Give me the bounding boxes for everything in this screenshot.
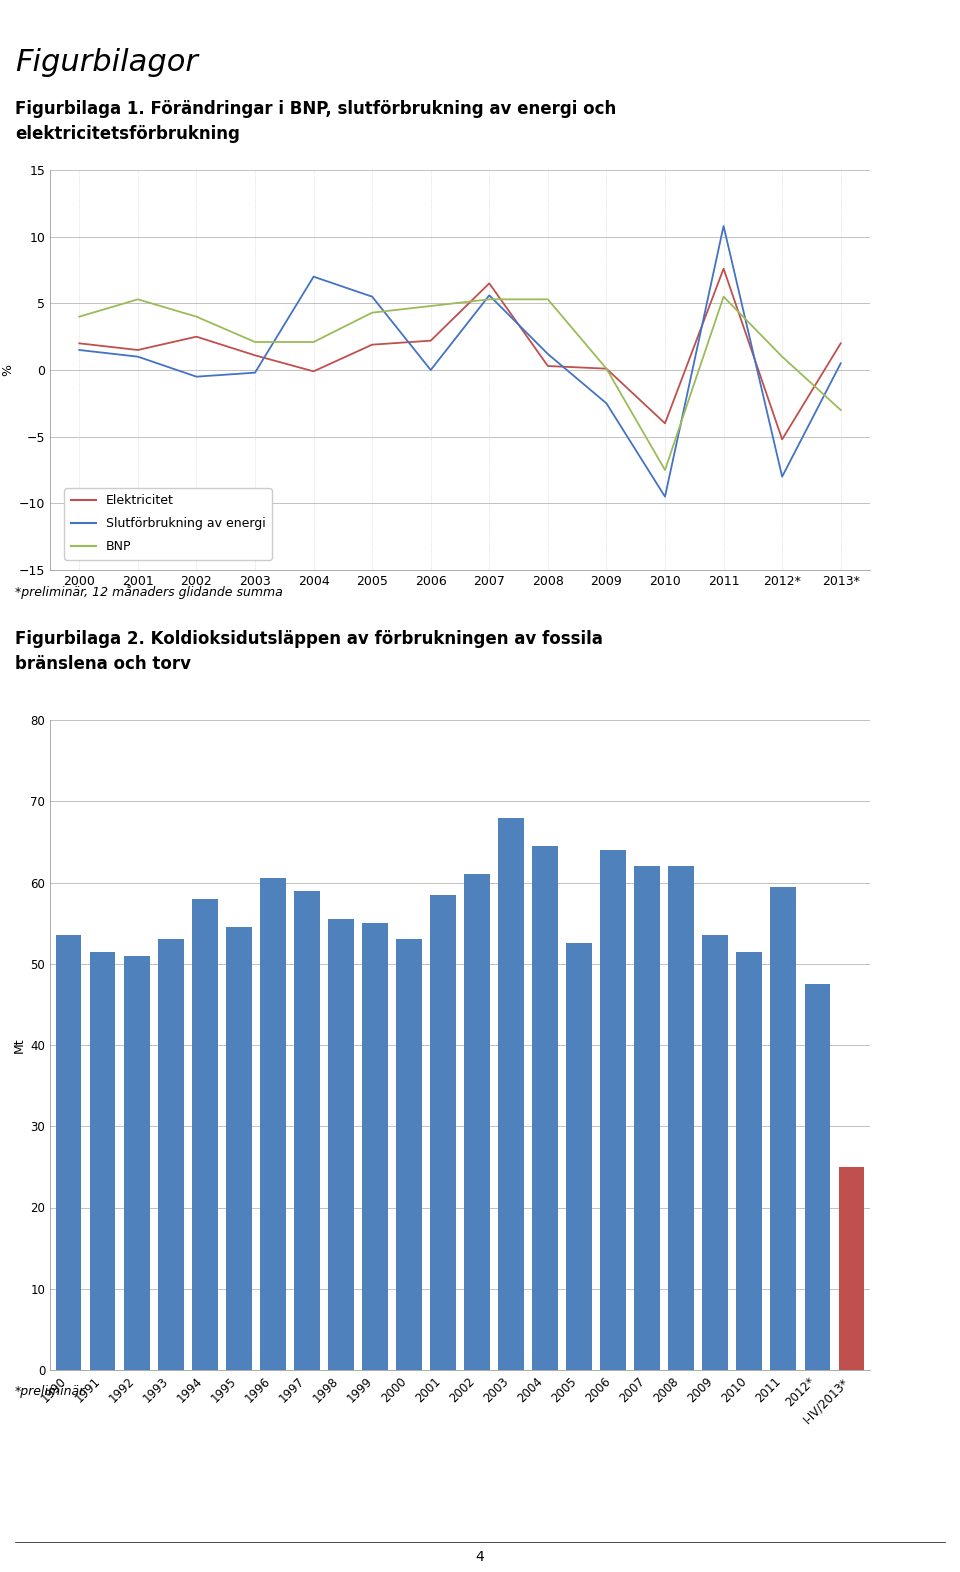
Text: *preliminär, 12 månaders glidande summa: *preliminär, 12 månaders glidande summa <box>15 585 283 599</box>
Bar <box>430 894 456 1371</box>
Bar <box>124 956 150 1371</box>
Bar <box>362 923 388 1371</box>
Bar <box>226 927 252 1371</box>
Text: Figurbilaga 1. Förändringar i BNP, slutförbrukning av energi och
elektricitetsfö: Figurbilaga 1. Förändringar i BNP, slutf… <box>15 101 616 143</box>
Text: 4: 4 <box>475 1550 485 1564</box>
Bar <box>498 817 524 1371</box>
Text: Figurbilagor: Figurbilagor <box>15 49 198 77</box>
Bar <box>771 887 796 1371</box>
Bar <box>465 874 490 1371</box>
Bar <box>566 943 592 1371</box>
Bar <box>600 850 626 1371</box>
Bar <box>294 891 320 1371</box>
Bar <box>396 940 421 1371</box>
Bar <box>668 866 694 1371</box>
Bar <box>804 984 830 1371</box>
Bar <box>635 866 660 1371</box>
Bar <box>56 935 82 1371</box>
Bar <box>158 940 183 1371</box>
Bar <box>328 920 353 1371</box>
Y-axis label: %: % <box>2 365 14 376</box>
Bar <box>838 1166 864 1371</box>
Bar <box>703 935 728 1371</box>
Bar <box>192 899 218 1371</box>
Text: *preliminär: *preliminär <box>15 1385 85 1398</box>
Y-axis label: Mt: Mt <box>13 1038 26 1053</box>
Bar <box>90 951 115 1371</box>
Bar <box>532 846 558 1371</box>
Bar <box>736 951 762 1371</box>
Text: Figurbilaga 2. Koldioksidutsläppen av förbrukningen av fossila
bränslena och tor: Figurbilaga 2. Koldioksidutsläppen av fö… <box>15 630 603 673</box>
Legend: Elektricitet, Slutförbrukning av energi, BNP: Elektricitet, Slutförbrukning av energi,… <box>64 489 272 560</box>
Bar <box>260 879 286 1371</box>
